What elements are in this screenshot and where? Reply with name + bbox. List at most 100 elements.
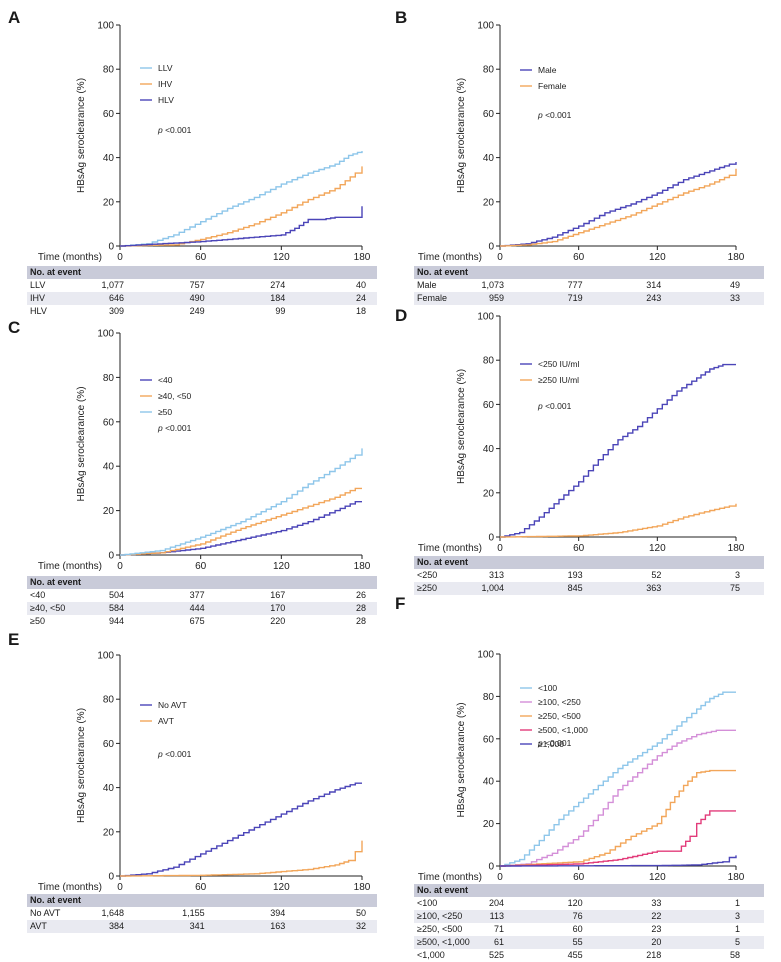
risk-row-value: 384: [108, 921, 124, 931]
km-plot: 0 20 40 60 80 100 0 60 120 180 Time (months) HBsAg …: [418, 21, 745, 264]
risk-table-row: ≥250 1,004 845 363 75: [414, 582, 764, 595]
risk-row-label: ≥250, <500: [417, 924, 463, 934]
x-axis-label: Time (months): [38, 561, 102, 572]
km-plot: 0 20 40 60 80 100 0 60 120 180 Time (months) HBsAg …: [38, 21, 371, 264]
x-tick-label: 180: [354, 252, 371, 263]
km-plot: 0 20 40 60 80 100 0 60 120 180 Time (months) HBsAg …: [38, 329, 371, 573]
risk-row-value: 24: [355, 293, 366, 303]
risk-row-value: 845: [567, 583, 583, 593]
risk-table-row: ≥40, <50 584 444 170 28: [27, 602, 377, 615]
risk-row-label: <40: [30, 590, 46, 600]
y-tick-label: 20: [483, 488, 495, 499]
risk-row-value: 313: [488, 570, 504, 580]
risk-row-label: ≥500, <1,000: [417, 937, 470, 947]
risk-row-label: HLV: [30, 306, 47, 316]
risk-row-value: 184: [270, 293, 286, 303]
panel-c: C 0 20 40 60 80 100 0 60 120 180 Time (months) HBsAg…: [8, 318, 378, 628]
y-tick-label: 60: [103, 417, 115, 428]
risk-row-value: 120: [567, 898, 583, 908]
x-tick-label: 120: [649, 543, 666, 554]
y-axis-label: HBsAg seroclearance (%): [76, 386, 87, 501]
y-tick-label: 100: [97, 651, 114, 662]
risk-row-value: 455: [567, 950, 583, 960]
panel-a: A 0 20 40 60 80 100 0 60 120 180 Time (months) HBsAg…: [8, 8, 378, 318]
risk-row-value: 525: [488, 950, 504, 960]
y-tick-label: 20: [483, 197, 495, 208]
risk-row-label: IHV: [30, 293, 46, 303]
risk-row-value: 26: [355, 590, 366, 600]
legend-label: <250 IU/ml: [538, 359, 579, 369]
risk-row-value: 3: [734, 911, 740, 921]
y-tick-label: 20: [103, 506, 115, 517]
risk-table-row: AVT 384 341 163 32: [27, 920, 377, 933]
risk-row-value: 71: [493, 924, 504, 934]
x-tick-label: 0: [497, 252, 503, 263]
risk-row-value: 675: [189, 616, 205, 626]
series-line: [120, 448, 363, 556]
panel-d: D 0 20 40 60 80 100 0 60 120 180 Time (months) HBsAg…: [395, 306, 765, 616]
risk-row-value: 309: [108, 306, 124, 316]
y-axis-label: HBsAg seroclearance (%): [456, 702, 467, 817]
risk-row-value: 49: [729, 280, 740, 290]
y-tick-label: 60: [103, 109, 115, 120]
p-value: p <0.001: [157, 125, 192, 135]
x-tick-label: 0: [497, 872, 503, 883]
panel-letter: C: [8, 318, 21, 337]
risk-row-value: 584: [108, 603, 124, 613]
legend-label: Female: [538, 81, 567, 91]
risk-row-value: 55: [572, 937, 583, 947]
y-tick-label: 100: [97, 329, 114, 340]
risk-row-value: 60: [572, 924, 583, 934]
risk-row-value: 777: [567, 280, 583, 290]
x-tick-label: 120: [649, 252, 666, 263]
x-tick-label: 180: [354, 561, 371, 572]
risk-row-value: 314: [646, 280, 662, 290]
risk-row-value: 220: [270, 616, 286, 626]
x-tick-label: 180: [354, 882, 371, 893]
risk-row-value: 394: [270, 908, 286, 918]
risk-row-value: 28: [355, 616, 366, 626]
risk-row-label: <100: [417, 898, 438, 908]
risk-table-row: Female 959 719 243 33: [414, 292, 764, 305]
risk-table-header: No. at event: [27, 576, 377, 589]
risk-table-row: ≥50 944 675 220 28: [27, 615, 377, 628]
series-line: [120, 782, 362, 877]
panel-letter: E: [8, 630, 20, 649]
risk-row-value: 20: [651, 937, 662, 947]
p-value: p <0.001: [537, 401, 572, 411]
y-tick-label: 40: [103, 783, 115, 794]
risk-row-value: 18: [355, 306, 366, 316]
y-tick-label: 60: [483, 734, 495, 745]
risk-table-row: <40 504 377 167 26: [27, 589, 377, 602]
legend-label: <40: [158, 375, 173, 385]
risk-row-value: 3: [734, 570, 740, 580]
series-line: [120, 487, 362, 556]
x-tick-label: 60: [195, 561, 207, 572]
risk-row-value: 1,648: [101, 908, 124, 918]
y-tick-label: 100: [477, 650, 494, 661]
series-line: [500, 363, 736, 538]
x-tick-label: 0: [497, 543, 503, 554]
x-tick-label: 60: [195, 882, 207, 893]
y-tick-label: 20: [103, 827, 115, 838]
risk-table-header: No. at event: [414, 266, 764, 279]
risk-table-row: IHV 646 490 184 24: [27, 292, 377, 305]
x-tick-label: 60: [573, 872, 585, 883]
y-axis-label: HBsAg seroclearance (%): [456, 78, 467, 193]
y-tick-label: 60: [103, 739, 115, 750]
legend-label: No AVT: [158, 700, 187, 710]
risk-row-label: ≥100, <250: [417, 911, 463, 921]
risk-row-value: 504: [108, 590, 124, 600]
series-line: [500, 162, 737, 247]
x-tick-label: 60: [573, 543, 585, 554]
legend-label: LLV: [158, 63, 173, 73]
risk-row-value: 167: [270, 590, 286, 600]
x-axis-label: Time (months): [418, 543, 482, 554]
panel-letter: B: [395, 8, 408, 27]
risk-table-row: <250 313 193 52 3: [414, 569, 764, 582]
panel-letter: F: [395, 594, 406, 613]
y-tick-label: 0: [108, 242, 114, 253]
risk-table-header: No. at event: [27, 894, 377, 907]
legend-label: ≥100, <250: [538, 697, 581, 707]
legend-label: ≥40, <50: [158, 391, 192, 401]
